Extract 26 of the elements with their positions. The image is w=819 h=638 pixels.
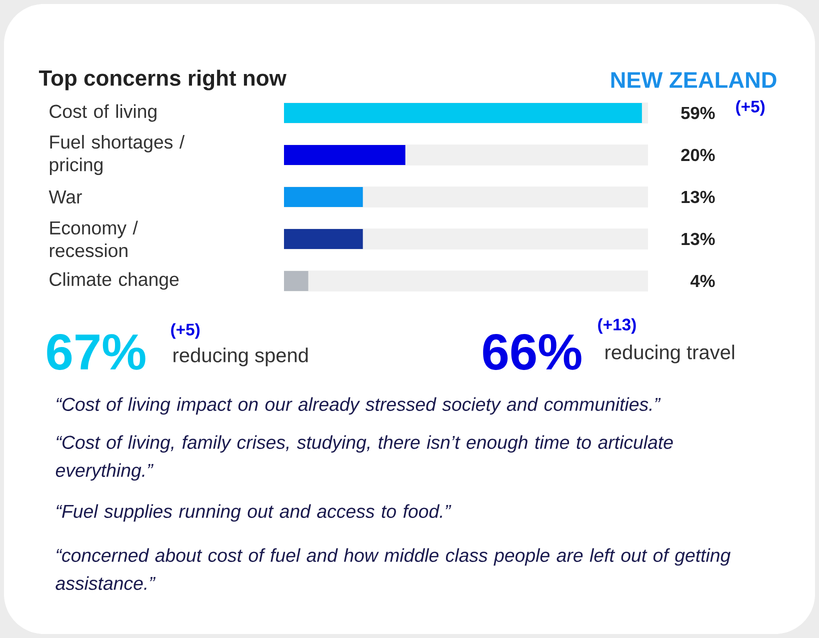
data-label: 13% [682, 190, 715, 204]
text: (+5) [171, 323, 200, 339]
text: “Cost of living impact on our already stressed society and communities.” [56, 397, 661, 415]
text: (+5) [736, 100, 765, 116]
y-tick-label: Climate change [50, 272, 179, 290]
text: 67% [47, 334, 146, 370]
bar [284, 186, 363, 207]
text: NEW ZEALAND [611, 72, 776, 88]
y-tick-label: War [48, 190, 82, 204]
text: reducing travel [606, 344, 734, 364]
data-label: 59% [681, 106, 715, 120]
data-label: 20% [681, 148, 715, 162]
text: 66% [483, 334, 582, 370]
text: reducing spend [174, 348, 308, 366]
text: “concerned about cost of fuel and how middle class people are left out of getting assistance.” [56, 548, 731, 590]
text: “Cost of living, family crises, studying, there isn’t enough time to articulate everything.” [56, 435, 673, 481]
bar [284, 228, 363, 249]
y-tick-label: Economy / recession [50, 220, 138, 258]
y-tick-label: Fuel shortages / pricing [50, 134, 185, 176]
y-tick-label: Cost of living [50, 104, 156, 122]
data-label: 13% [682, 232, 715, 246]
bar [284, 270, 308, 291]
text: (+13) [598, 318, 636, 334]
data-label: 4% [690, 274, 715, 288]
chart-title: Top concerns right now [38, 70, 286, 90]
text: “Fuel supplies running out and access to food.” [56, 504, 452, 522]
